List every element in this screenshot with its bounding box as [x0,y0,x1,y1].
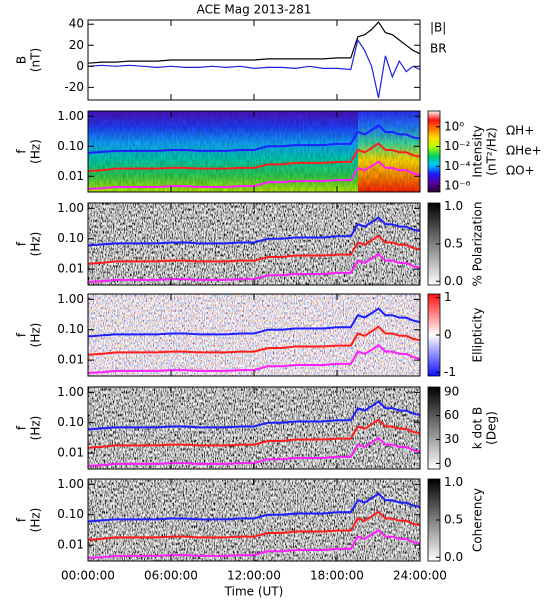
colorbar-tick-label: 10⁰ [444,119,464,133]
colorbar-tick-label: 1 [444,290,452,304]
y-tick-label: 1.00 [57,201,84,215]
y-axis-label: f [15,241,29,246]
y-axis-label: f [15,332,29,337]
series-line [87,400,421,431]
colorbar-tick-label: 1.0 [444,199,463,213]
y-axis-label: B [15,56,29,64]
series-line [87,234,421,265]
colorbar-tick-label: 90 [444,384,459,398]
y-tick-label: 0.10 [57,507,84,521]
y-tick-label: 0.10 [57,415,84,429]
y-tick-label: 1.00 [57,292,84,306]
legend-label: |B| [430,21,446,35]
series-line [87,142,421,172]
y-axis-label: f [15,517,29,522]
colorbar-tick-label: 10⁻⁴ [444,159,471,173]
colorbar-label: Intensity [471,125,485,177]
y-tick-label: 0.10 [57,139,84,153]
colorbar-label: % Polarization [471,202,485,287]
series-line [87,492,421,523]
colorbar-tick-label: 0.5 [444,513,463,527]
colorbar-tick-label: 0.0 [444,550,463,564]
y-axis-label: (Hz) [29,416,43,441]
colorbar-tick-label: -1 [444,365,456,379]
x-tick-label: 12:00:00 [227,569,281,583]
colorbar-label: k dot B [471,407,485,449]
y-tick-label: 0.10 [57,231,84,245]
y-tick-label: 0.01 [57,353,84,367]
y-tick-label: 0.01 [57,538,84,552]
colorbar-label: Ellipticity [471,308,485,363]
y-axis-label: (Hz) [29,232,43,257]
y-tick-label: 40 [69,17,84,31]
x-tick-label: 00:00:00 [61,569,115,583]
colorbar-tick-label: 0 [444,456,452,470]
y-tick-label: 1.00 [57,477,84,491]
y-axis-label: f [15,149,29,154]
series-line [87,124,421,154]
chart-title: ACE Mag 2013-281 [197,3,312,17]
y-axis-label: (Hz) [29,139,43,164]
x-tick-label: 18:00:00 [310,569,364,583]
y-tick-label: 1.00 [57,385,84,399]
legend-label: ΩHe+ [506,144,542,158]
y-axis-label: (Hz) [29,508,43,533]
colorbar [427,110,441,193]
colorbar-tick-label: 60 [444,408,459,422]
y-axis-label: f [15,425,29,430]
series-line [87,510,421,541]
legend-label: BR [430,42,447,56]
colorbar-tick-label: 0 [444,328,452,342]
colorbar-tick-label: 30 [444,432,459,446]
colorbar-label: (nT²/Hz) [485,127,499,175]
series-line [87,418,421,449]
y-tick-label: 0 [76,59,84,73]
series-line [87,21,421,64]
y-tick-label: 20 [69,38,84,52]
colorbar-label: (Deg) [485,411,499,445]
y-tick-label: 0.01 [57,169,84,183]
legend-label: ΩH+ [506,124,534,138]
series-line [87,528,421,559]
y-tick-label: 0.01 [57,262,84,276]
colorbar-tick-label: 10⁻⁶ [444,179,471,193]
series-line [87,307,421,338]
y-axis-label: (Hz) [29,323,43,348]
x-tick-label: 06:00:00 [144,569,198,583]
colorbar-tick-label: 0.5 [444,237,463,251]
x-axis-label: Time (UT) [224,585,284,599]
y-tick-label: 0.10 [57,322,84,336]
series-line [87,325,421,356]
colorbar-tick-label: 0.0 [444,274,463,288]
colorbar-tick-label: 10⁻² [444,139,471,153]
series-line [87,160,421,190]
x-tick-label: 24:00:00 [393,569,447,583]
colorbar [427,386,441,470]
legend-label: ΩO+ [506,164,535,178]
series-line [87,252,421,283]
series-line [87,216,421,247]
colorbar-label: Coherency [471,488,485,552]
series-line [87,436,421,467]
series-line [87,343,421,374]
y-tick-label: -20 [64,80,84,94]
series-line [87,38,421,99]
colorbar-tick-label: 1.0 [444,475,463,489]
y-tick-label: 0.01 [57,446,84,460]
y-tick-label: 1.00 [57,109,84,123]
y-axis-label: (nT) [29,48,43,72]
